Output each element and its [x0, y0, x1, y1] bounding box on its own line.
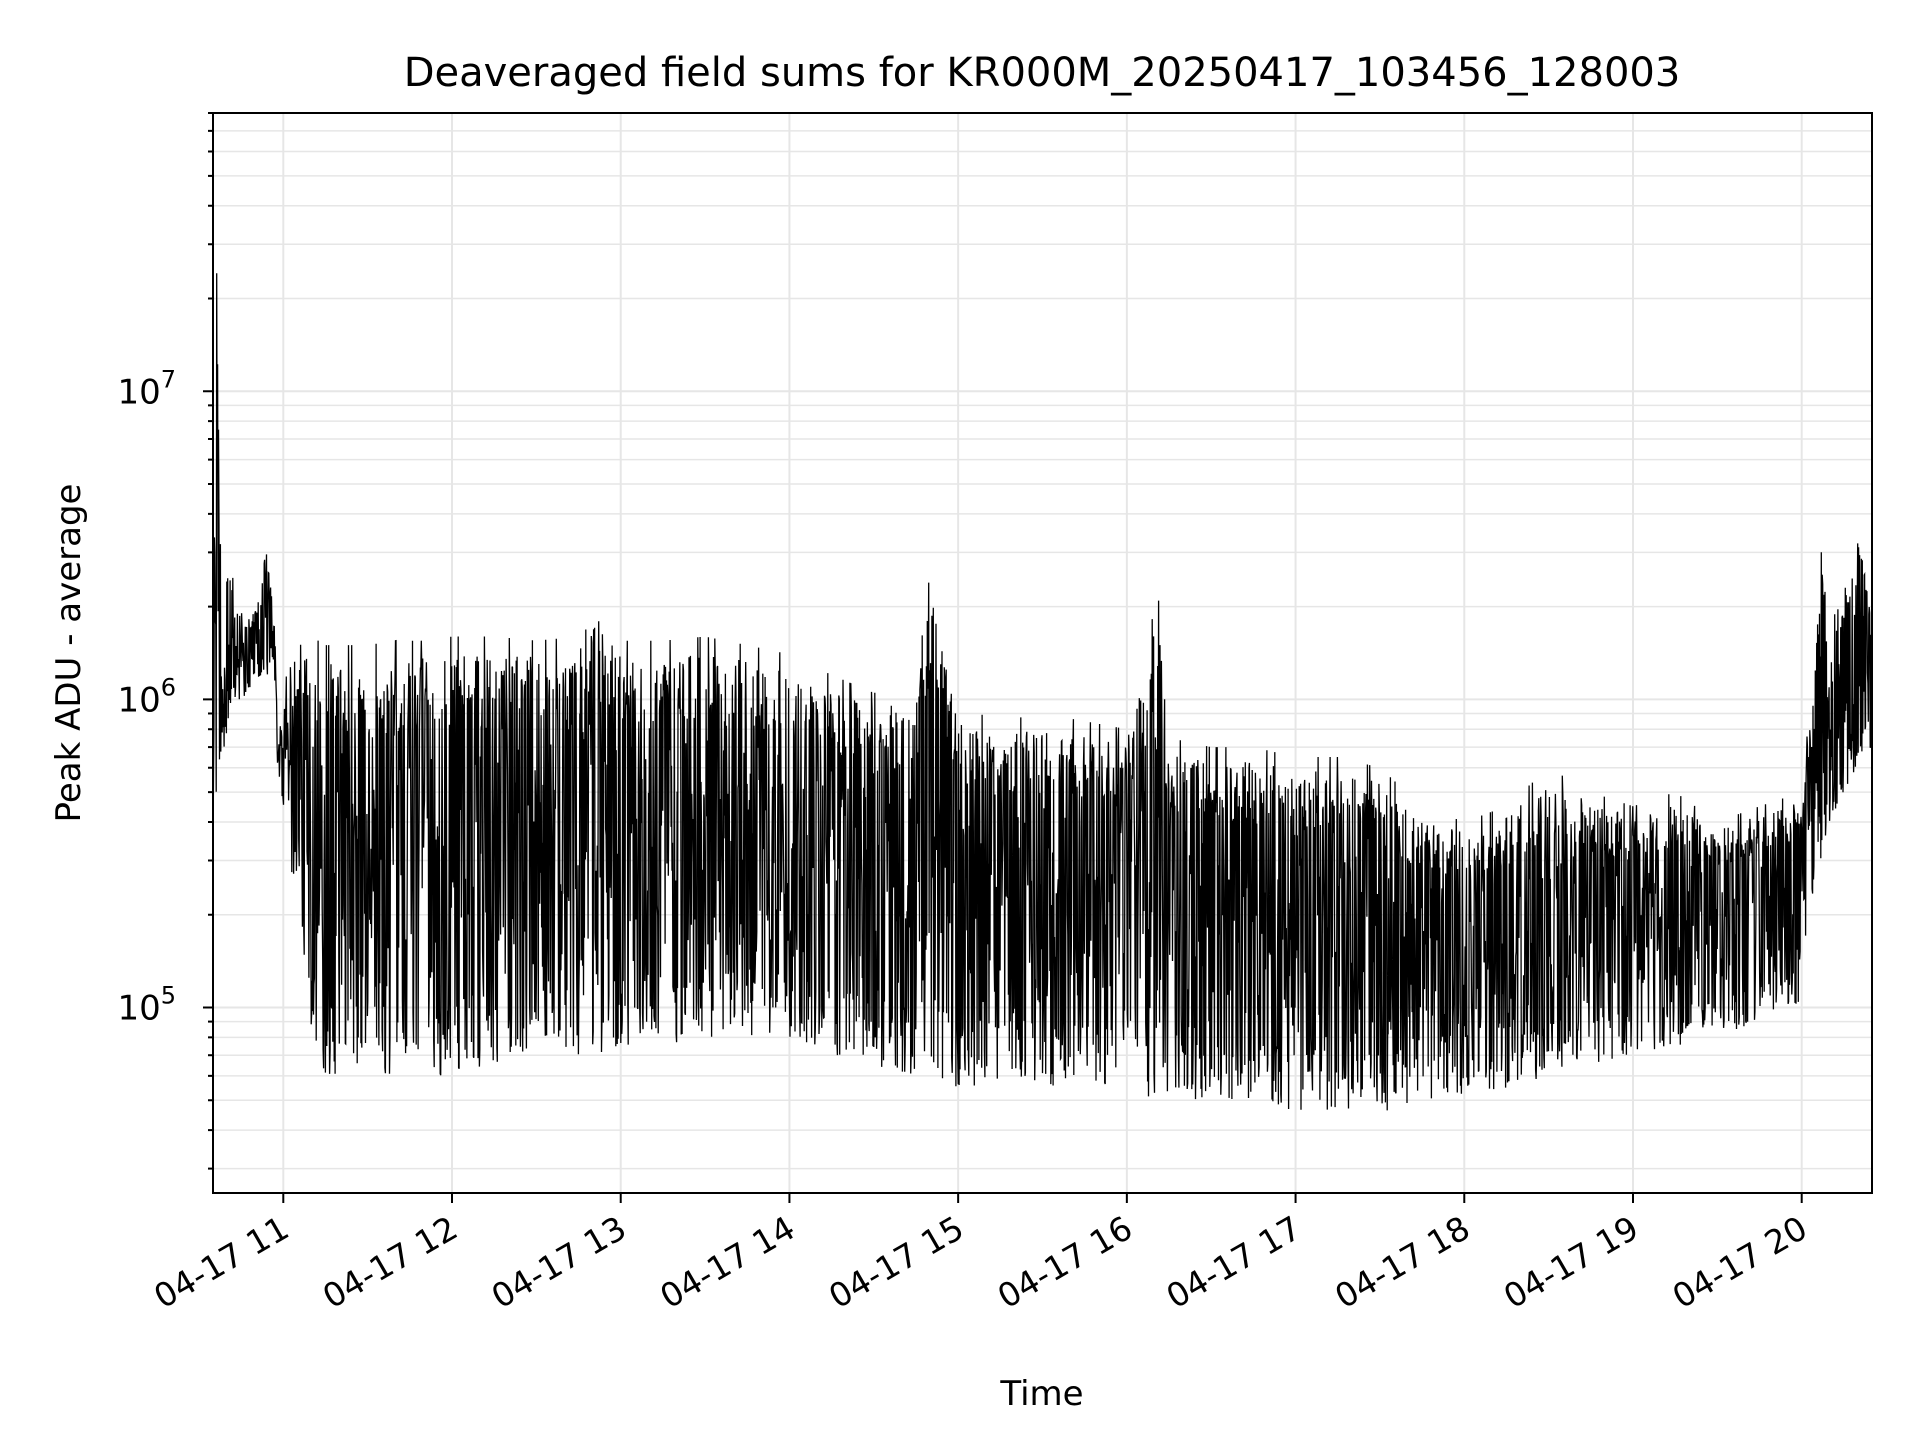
plot-frame [212, 112, 1873, 1194]
x-axis-label: Time [999, 1374, 1083, 1414]
y-tick-label-exponent: 6 [161, 673, 176, 701]
y-tick-label-base: 10 [117, 988, 160, 1028]
y-axis-label: Peak ADU - average [49, 484, 89, 823]
y-tick-label-base: 10 [117, 680, 160, 720]
series-layer [213, 273, 1872, 1111]
chart-title: Deaveraged field sums for KR000M_2025041… [404, 50, 1681, 96]
y-tick-label: 107 [117, 365, 176, 412]
y-tick-label: 106 [117, 673, 176, 720]
y-tick-label-exponent: 7 [161, 365, 176, 393]
y-tick-label-exponent: 5 [161, 981, 176, 1009]
y-tick-label: 105 [117, 981, 176, 1028]
series-line [213, 273, 1872, 1111]
y-tick-label-base: 10 [117, 372, 160, 412]
